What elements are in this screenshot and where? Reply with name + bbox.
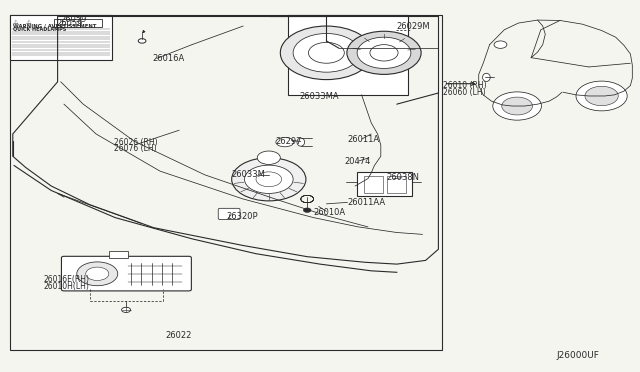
Text: 26010 (RH): 26010 (RH)	[443, 81, 486, 90]
Text: 26076 (LH): 26076 (LH)	[114, 144, 157, 153]
Circle shape	[244, 165, 293, 193]
Ellipse shape	[276, 137, 294, 147]
Bar	[357, 172, 412, 196]
Text: 26022: 26022	[165, 331, 191, 340]
Text: 26033M: 26033M	[232, 170, 266, 179]
Text: 26297: 26297	[275, 137, 301, 146]
Circle shape	[493, 92, 541, 120]
Text: J26000UF: J26000UF	[557, 351, 600, 360]
FancyBboxPatch shape	[61, 256, 191, 291]
Circle shape	[357, 37, 411, 68]
Text: QUICK HEADLAMPS: QUICK HEADLAMPS	[13, 27, 66, 32]
Text: 26011AA: 26011AA	[348, 198, 386, 207]
Bar	[109, 251, 128, 258]
Text: 26059: 26059	[56, 19, 83, 28]
Bar	[10, 15, 442, 350]
Text: ⚠: ⚠	[13, 20, 19, 25]
Bar	[288, 15, 408, 95]
Circle shape	[257, 151, 280, 164]
Text: 26033MA: 26033MA	[300, 92, 339, 101]
Circle shape	[77, 262, 118, 286]
Text: 26038N: 26038N	[387, 173, 420, 182]
Text: 26010A: 26010A	[314, 208, 346, 217]
Circle shape	[320, 26, 333, 33]
Circle shape	[122, 307, 131, 312]
Text: ⚠: ⚠	[26, 20, 31, 25]
Text: 26010H(LH): 26010H(LH)	[44, 282, 90, 291]
Text: 26016E(RH): 26016E(RH)	[44, 275, 90, 284]
Circle shape	[494, 41, 507, 48]
Bar	[387, 176, 406, 193]
Circle shape	[86, 267, 109, 280]
Circle shape	[576, 81, 627, 111]
Circle shape	[280, 26, 372, 80]
FancyBboxPatch shape	[218, 208, 240, 219]
Ellipse shape	[297, 138, 305, 146]
Text: 26029M: 26029M	[397, 22, 431, 31]
Bar	[364, 176, 383, 193]
Text: 26016A: 26016A	[152, 54, 184, 63]
Circle shape	[347, 31, 421, 74]
Text: 26320P: 26320P	[227, 212, 258, 221]
Text: 26011A: 26011A	[348, 135, 380, 144]
Text: 20474: 20474	[344, 157, 371, 166]
Ellipse shape	[483, 73, 490, 81]
Circle shape	[138, 39, 146, 43]
Circle shape	[502, 97, 532, 115]
Bar	[10, 15, 112, 60]
Circle shape	[293, 33, 360, 72]
Circle shape	[585, 86, 618, 106]
Text: 26059: 26059	[61, 15, 87, 24]
Text: 26060 (LH): 26060 (LH)	[443, 88, 486, 97]
Circle shape	[303, 208, 311, 212]
Bar	[54, 19, 102, 27]
Circle shape	[232, 158, 306, 201]
Text: 26026 (RH): 26026 (RH)	[114, 138, 157, 147]
Text: WARNING / AVERTISSEMENT: WARNING / AVERTISSEMENT	[13, 23, 96, 28]
